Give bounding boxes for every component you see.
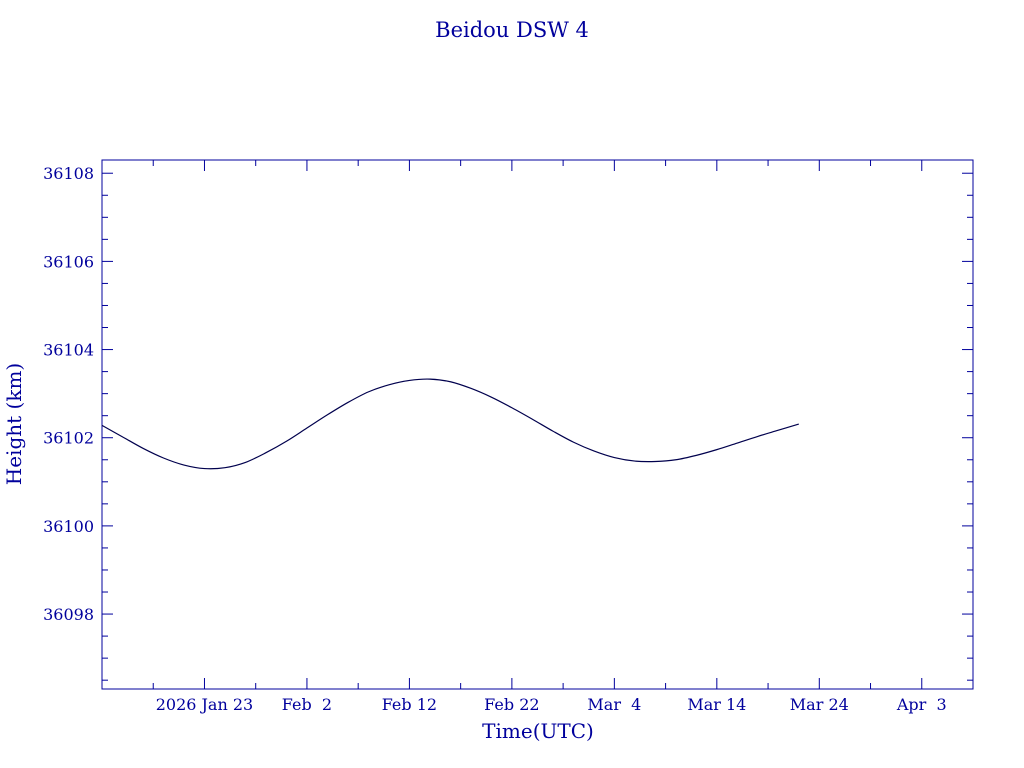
axis-ticks [101, 160, 974, 689]
y-tick-label: 36108 [43, 164, 94, 183]
x-tick-label: Feb 12 [382, 695, 437, 714]
y-tick-label: 36100 [43, 517, 94, 536]
x-axis-label: Time(UTC) [482, 719, 594, 743]
x-tick-label: Feb 2 [282, 695, 332, 714]
x-axis-tick-labels: 2026 Jan 23 Feb 2 Feb 12 Feb 22 Mar 4 Mar 14 M… [156, 695, 947, 714]
x-tick-label: 2026 Jan 23 [156, 695, 254, 714]
y-tick-label: 36102 [43, 429, 94, 448]
y-tick-label: 36104 [43, 341, 94, 360]
x-tick-label: Mar 4 [587, 695, 641, 714]
chart-title: Beidou DSW 4 [435, 18, 589, 42]
height-series-line [101, 378, 799, 470]
y-axis-label: Height (km) [2, 363, 26, 485]
x-tick-label: Mar 14 [687, 695, 746, 714]
x-tick-label: Feb 22 [484, 695, 539, 714]
y-axis-tick-labels: 36098 36100 36102 36104 36106 36108 [43, 164, 94, 624]
plot-frame [101, 159, 974, 690]
y-tick-label: 36098 [43, 605, 94, 624]
x-tick-label: Apr 3 [896, 695, 947, 714]
x-tick-label: Mar 24 [790, 695, 849, 714]
y-tick-label: 36106 [43, 252, 94, 271]
